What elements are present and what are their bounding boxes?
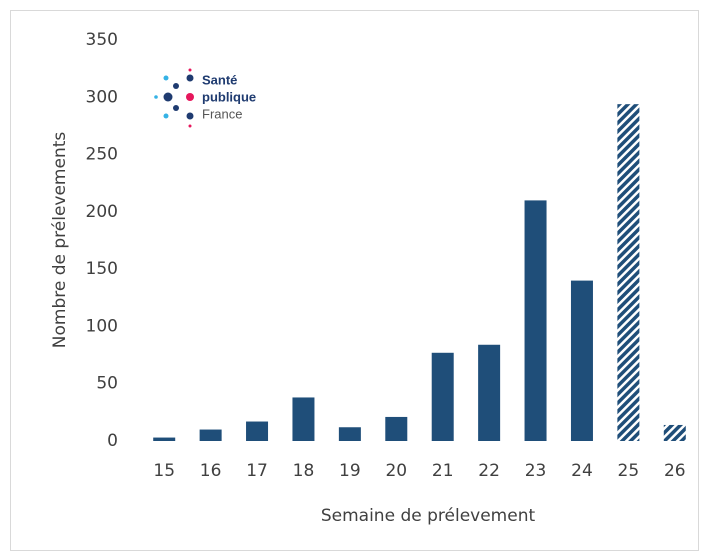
x-tick-label: 22 bbox=[478, 461, 500, 481]
bar bbox=[338, 427, 361, 441]
x-tick-label: 26 bbox=[664, 461, 686, 481]
y-tick-label: 350 bbox=[86, 30, 118, 50]
bar bbox=[663, 424, 686, 441]
bar bbox=[385, 416, 408, 441]
y-tick-label: 300 bbox=[86, 87, 118, 107]
bar bbox=[246, 421, 269, 441]
chart-frame bbox=[10, 10, 699, 551]
x-tick-label: 25 bbox=[618, 461, 640, 481]
logo-text: France bbox=[202, 106, 242, 121]
logo: Santé publique France bbox=[154, 68, 256, 128]
y-tick-label: 100 bbox=[86, 316, 118, 336]
x-tick-label: 17 bbox=[246, 461, 268, 481]
x-tick-label: 24 bbox=[571, 461, 593, 481]
bar bbox=[570, 280, 593, 441]
bar bbox=[292, 397, 315, 441]
y-tick-label: 50 bbox=[96, 374, 118, 394]
bar bbox=[153, 437, 176, 441]
y-tick-label: 200 bbox=[86, 202, 118, 222]
x-axis-title: Semaine de prélevement bbox=[321, 506, 536, 526]
bar bbox=[617, 104, 640, 441]
y-tick-label: 0 bbox=[107, 431, 118, 451]
x-tick-label: 23 bbox=[525, 461, 547, 481]
y-axis-title: Nombre de prélevements bbox=[50, 132, 70, 349]
x-tick-label: 20 bbox=[385, 461, 407, 481]
logo-text: publique bbox=[202, 89, 256, 104]
x-tick-label: 19 bbox=[339, 461, 361, 481]
x-tick-label: 15 bbox=[153, 461, 175, 481]
bar bbox=[524, 200, 547, 441]
x-tick-label: 21 bbox=[432, 461, 454, 481]
y-tick-label: 250 bbox=[86, 145, 118, 165]
bar bbox=[431, 352, 454, 441]
y-tick-label: 150 bbox=[86, 259, 118, 279]
logo-text: Santé bbox=[202, 72, 237, 87]
bar bbox=[199, 429, 222, 441]
x-tick-label: 18 bbox=[293, 461, 315, 481]
x-tick-label: 16 bbox=[200, 461, 222, 481]
bar bbox=[478, 344, 501, 441]
